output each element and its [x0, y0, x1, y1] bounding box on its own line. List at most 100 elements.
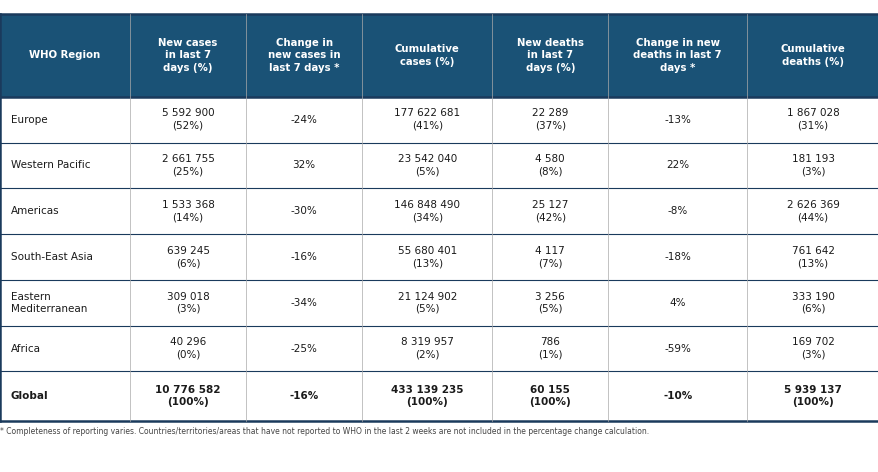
- Text: -16%: -16%: [289, 391, 319, 401]
- Text: 21 124 902
(5%): 21 124 902 (5%): [397, 292, 457, 314]
- Bar: [0, 280, 130, 326]
- Text: New cases
in last 7
days (%): New cases in last 7 days (%): [158, 38, 218, 73]
- Text: -30%: -30%: [291, 206, 317, 216]
- Text: 55 680 401
(13%): 55 680 401 (13%): [397, 246, 457, 268]
- Text: 5 592 900
(52%): 5 592 900 (52%): [162, 109, 214, 131]
- Bar: [492, 326, 608, 371]
- Bar: [492, 14, 608, 97]
- Bar: [246, 97, 362, 143]
- Text: 3 256
(5%): 3 256 (5%): [535, 292, 565, 314]
- Bar: [746, 234, 878, 280]
- Text: 4 580
(8%): 4 580 (8%): [535, 154, 565, 177]
- Text: 32%: 32%: [292, 160, 315, 170]
- Text: 2 661 755
(25%): 2 661 755 (25%): [162, 154, 214, 177]
- Bar: [746, 326, 878, 371]
- Text: 40 296
(0%): 40 296 (0%): [169, 337, 206, 360]
- Text: Global: Global: [11, 391, 48, 401]
- Bar: [608, 326, 746, 371]
- Bar: [246, 143, 362, 188]
- Text: -18%: -18%: [664, 252, 690, 262]
- Text: South-East Asia: South-East Asia: [11, 252, 92, 262]
- Bar: [608, 143, 746, 188]
- Text: -24%: -24%: [291, 115, 317, 125]
- Bar: [492, 234, 608, 280]
- Bar: [608, 14, 746, 97]
- Bar: [608, 371, 746, 421]
- Bar: [362, 97, 492, 143]
- Bar: [246, 14, 362, 97]
- Bar: [246, 234, 362, 280]
- Bar: [746, 97, 878, 143]
- Text: 10 776 582
(100%): 10 776 582 (100%): [155, 385, 220, 407]
- Text: 23 542 040
(5%): 23 542 040 (5%): [397, 154, 457, 177]
- Bar: [0, 188, 130, 234]
- Text: 22%: 22%: [666, 160, 688, 170]
- Text: -59%: -59%: [664, 344, 690, 354]
- Bar: [362, 143, 492, 188]
- Text: -34%: -34%: [291, 298, 317, 308]
- Bar: [746, 143, 878, 188]
- Text: 22 289
(37%): 22 289 (37%): [531, 109, 568, 131]
- Text: 2 626 369
(44%): 2 626 369 (44%): [786, 200, 838, 222]
- Text: Americas: Americas: [11, 206, 59, 216]
- Bar: [362, 188, 492, 234]
- Text: 1 867 028
(31%): 1 867 028 (31%): [786, 109, 838, 131]
- Bar: [0, 14, 130, 97]
- Text: -16%: -16%: [291, 252, 317, 262]
- Text: Change in
new cases in
last 7 days *: Change in new cases in last 7 days *: [268, 38, 340, 73]
- Bar: [246, 280, 362, 326]
- Text: 786
(1%): 786 (1%): [537, 337, 562, 360]
- Text: 177 622 681
(41%): 177 622 681 (41%): [393, 109, 460, 131]
- Text: 5 939 137
(100%): 5 939 137 (100%): [783, 385, 841, 407]
- Bar: [0, 326, 130, 371]
- Bar: [362, 280, 492, 326]
- Text: 309 018
(3%): 309 018 (3%): [167, 292, 209, 314]
- Text: Cumulative
cases (%): Cumulative cases (%): [394, 44, 459, 67]
- Text: 181 193
(3%): 181 193 (3%): [791, 154, 833, 177]
- Text: 433 139 235
(100%): 433 139 235 (100%): [391, 385, 463, 407]
- Text: 4%: 4%: [669, 298, 685, 308]
- Bar: [608, 280, 746, 326]
- Bar: [130, 234, 246, 280]
- Bar: [492, 188, 608, 234]
- Bar: [362, 14, 492, 97]
- Bar: [130, 188, 246, 234]
- Bar: [492, 280, 608, 326]
- Bar: [130, 143, 246, 188]
- Bar: [746, 14, 878, 97]
- Bar: [492, 97, 608, 143]
- Bar: [746, 280, 878, 326]
- Bar: [362, 371, 492, 421]
- Text: -25%: -25%: [291, 344, 317, 354]
- Text: 25 127
(42%): 25 127 (42%): [531, 200, 568, 222]
- Bar: [492, 371, 608, 421]
- Text: 639 245
(6%): 639 245 (6%): [167, 246, 209, 268]
- Bar: [746, 188, 878, 234]
- Text: 4 117
(7%): 4 117 (7%): [535, 246, 565, 268]
- Bar: [130, 97, 246, 143]
- Text: Africa: Africa: [11, 344, 40, 354]
- Text: 60 155
(100%): 60 155 (100%): [529, 385, 571, 407]
- Text: WHO Region: WHO Region: [29, 51, 101, 60]
- Text: -13%: -13%: [664, 115, 690, 125]
- Bar: [0, 97, 130, 143]
- Text: 1 533 368
(14%): 1 533 368 (14%): [162, 200, 214, 222]
- Text: 333 190
(6%): 333 190 (6%): [791, 292, 833, 314]
- Text: Eastern
Mediterranean: Eastern Mediterranean: [11, 292, 87, 314]
- Text: 146 848 490
(34%): 146 848 490 (34%): [393, 200, 460, 222]
- Bar: [608, 188, 746, 234]
- Bar: [608, 234, 746, 280]
- Text: -8%: -8%: [666, 206, 687, 216]
- Text: 761 642
(13%): 761 642 (13%): [791, 246, 833, 268]
- Bar: [130, 326, 246, 371]
- Text: Cumulative
deaths (%): Cumulative deaths (%): [780, 44, 845, 67]
- Text: -10%: -10%: [662, 391, 692, 401]
- Bar: [130, 280, 246, 326]
- Bar: [362, 326, 492, 371]
- Text: 8 319 957
(2%): 8 319 957 (2%): [400, 337, 453, 360]
- Text: * Completeness of reporting varies. Countries/territories/areas that have not re: * Completeness of reporting varies. Coun…: [0, 427, 648, 436]
- Bar: [246, 371, 362, 421]
- Text: New deaths
in last 7
days (%): New deaths in last 7 days (%): [516, 38, 583, 73]
- Bar: [246, 326, 362, 371]
- Text: Western Pacific: Western Pacific: [11, 160, 90, 170]
